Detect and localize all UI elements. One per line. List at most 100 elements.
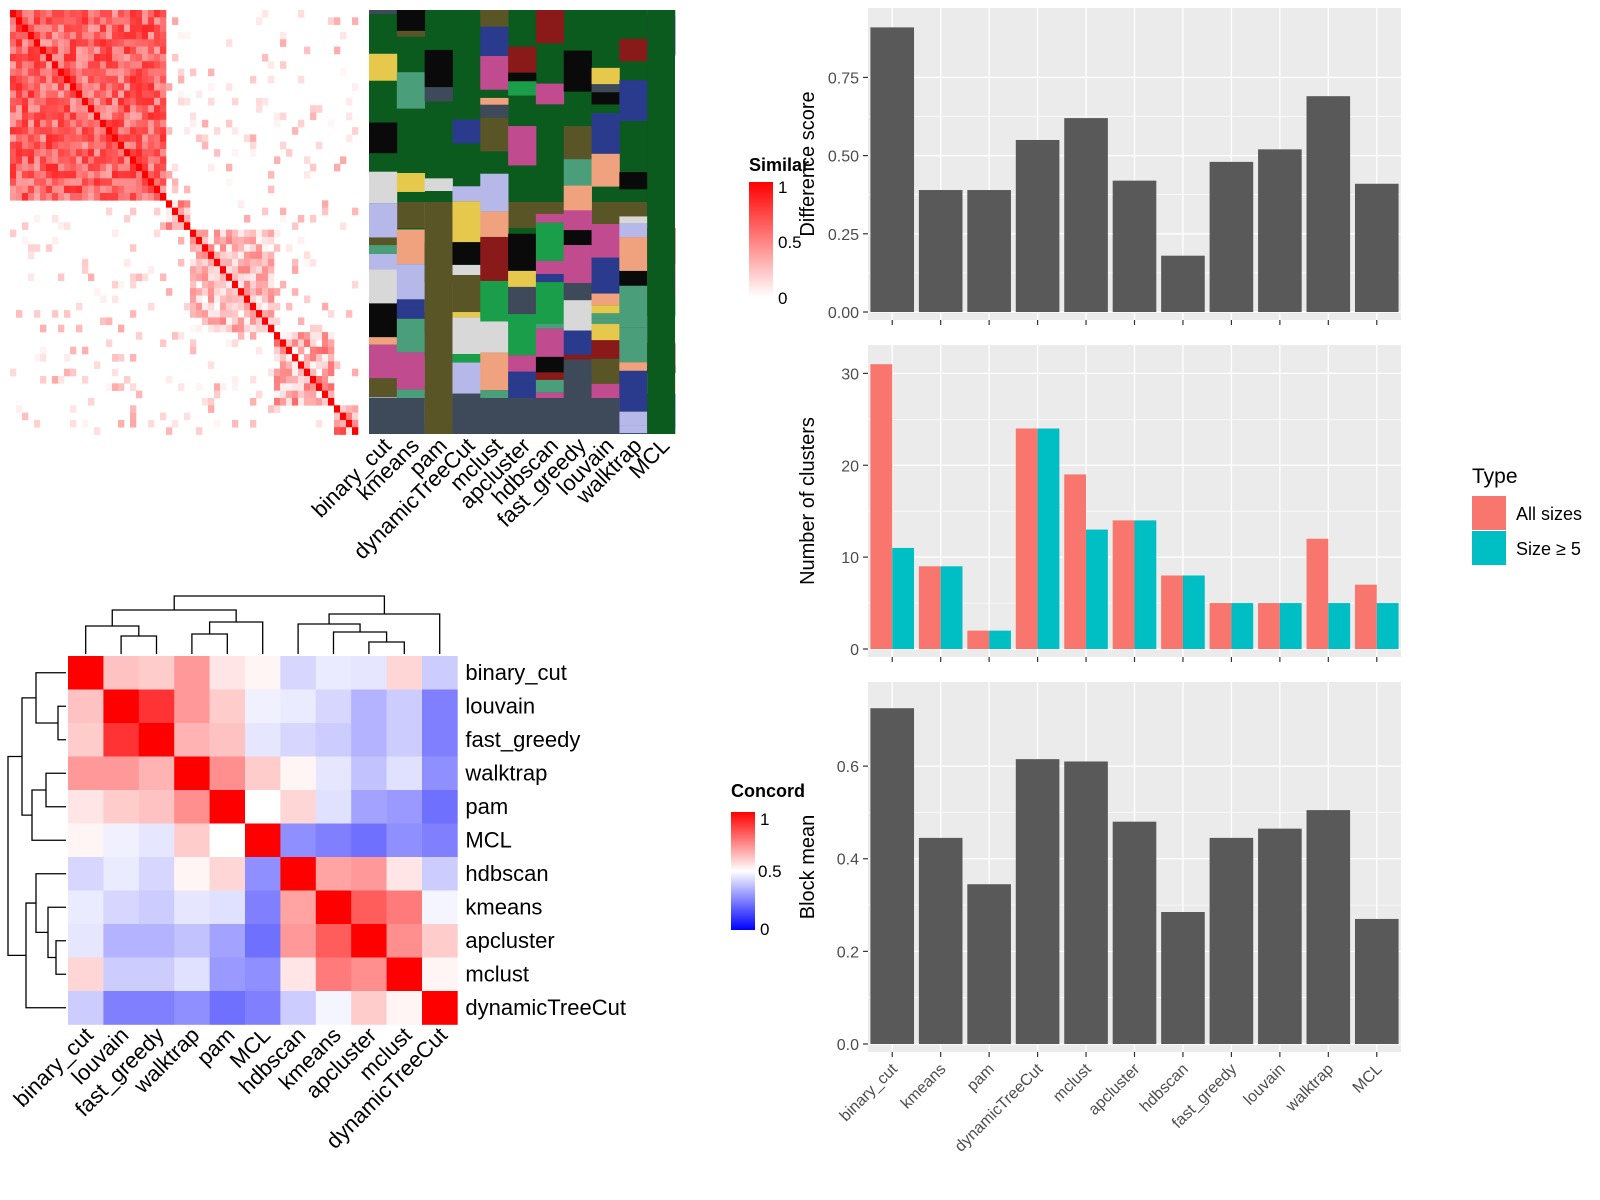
similarity-cell	[268, 258, 275, 267]
similarity-cell	[250, 141, 257, 150]
similarity-cell	[154, 141, 161, 150]
concordance-cell	[315, 823, 352, 858]
similarity-cell	[136, 53, 143, 62]
similarity-cell	[280, 383, 287, 391]
similarity-cell	[208, 280, 215, 289]
similarity-cell	[142, 90, 149, 99]
similarity-cell	[52, 171, 59, 179]
concordance-row-label: dynamicTreeCut	[465, 995, 626, 1020]
similarity-cell	[280, 368, 287, 377]
similarity-cell	[298, 10, 305, 18]
similarity-cell	[262, 317, 269, 326]
legend-key-size-ge-5	[1472, 531, 1506, 565]
similarity-cell	[154, 134, 161, 143]
similarity-cell	[298, 383, 305, 391]
concordance-cell	[386, 689, 423, 724]
similarity-cell	[280, 332, 287, 340]
similarity-cell	[88, 134, 95, 143]
similarity-cell	[298, 75, 305, 84]
concordance-cell	[386, 924, 423, 958]
bar	[1209, 161, 1254, 312]
similarity-cell	[100, 178, 107, 186]
similarity-cell	[10, 156, 17, 165]
similarity-cell	[160, 222, 167, 230]
similarity-cell	[304, 295, 311, 304]
concordance-cell	[68, 823, 104, 858]
concordance-cell	[280, 756, 317, 791]
similarity-cell	[10, 193, 17, 201]
similarity-cell	[76, 24, 83, 33]
similarity-cell	[292, 383, 299, 391]
similarity-cell	[76, 105, 83, 113]
similarity-cell	[286, 397, 293, 406]
similarity-cell	[28, 83, 35, 91]
similarity-cell	[238, 317, 245, 326]
similarity-cell	[190, 236, 197, 245]
concordance-cell	[386, 723, 423, 757]
concordance-cell	[280, 957, 317, 992]
similarity-cell	[304, 383, 311, 391]
similarity-cell	[70, 368, 77, 377]
similarity-cell	[286, 361, 293, 369]
similarity-cell	[160, 412, 167, 421]
similarity-cell	[70, 39, 77, 47]
similarity-cell	[178, 383, 185, 391]
similarity-cell	[298, 346, 305, 355]
cluster-segment	[563, 354, 592, 360]
concordance-cell	[138, 656, 175, 690]
similarity-tick-1: 1	[778, 178, 787, 197]
concordance-cell	[209, 723, 246, 757]
similarity-cell	[286, 383, 293, 391]
similarity-cell	[214, 390, 221, 399]
similarity-cell	[262, 207, 269, 216]
cluster-segment	[396, 299, 426, 309]
similarity-cell	[34, 419, 41, 428]
similarity-cell	[322, 390, 329, 399]
cluster-segment	[452, 317, 481, 355]
concordance-cell	[386, 656, 423, 690]
concordance-cell	[138, 857, 175, 891]
similarity-cell	[226, 302, 233, 311]
similarity-cell	[40, 97, 47, 106]
similarity-cell	[124, 163, 131, 172]
concordance-cell	[103, 991, 140, 1025]
concordance-legend-title: Concord	[731, 781, 805, 801]
cluster-segment	[369, 253, 398, 270]
cluster-strip	[369, 398, 425, 434]
bar	[1015, 139, 1060, 312]
concordance-cell	[422, 957, 458, 992]
concordance-cell	[422, 689, 458, 724]
cluster-segment	[563, 300, 592, 331]
similarity-cell	[268, 236, 275, 245]
similarity-cell	[238, 332, 245, 340]
similarity-cell	[262, 236, 269, 245]
similarity-cell	[316, 141, 323, 150]
cluster-segment	[452, 362, 481, 394]
similarity-cell	[334, 17, 341, 25]
similarity-cell	[352, 427, 359, 435]
similarity-cell	[136, 75, 143, 84]
similarity-cell	[118, 156, 125, 165]
concordance-row-label: walktrap	[464, 761, 547, 786]
similarity-cell	[88, 156, 95, 165]
similarity-cell	[34, 149, 41, 157]
similarity-cell	[40, 376, 47, 384]
similarity-cell	[106, 127, 113, 135]
similarity-cell	[112, 229, 119, 238]
concordance-cell	[280, 823, 317, 858]
cluster-segment	[591, 293, 620, 306]
similarity-cell	[310, 332, 317, 340]
similarity-cell	[112, 46, 119, 55]
similarity-cell	[118, 185, 125, 194]
similarity-cell	[58, 24, 65, 33]
similarity-cell	[268, 75, 275, 84]
similarity-cell	[94, 134, 101, 143]
similarity-cell	[274, 346, 281, 355]
similarity-cell	[58, 185, 65, 194]
similarity-cell	[214, 229, 221, 238]
similarity-cell	[238, 200, 245, 208]
similarity-cell	[82, 178, 89, 186]
similarity-cell	[52, 90, 59, 99]
similarity-cell	[64, 90, 71, 99]
similarity-cell	[130, 24, 137, 33]
